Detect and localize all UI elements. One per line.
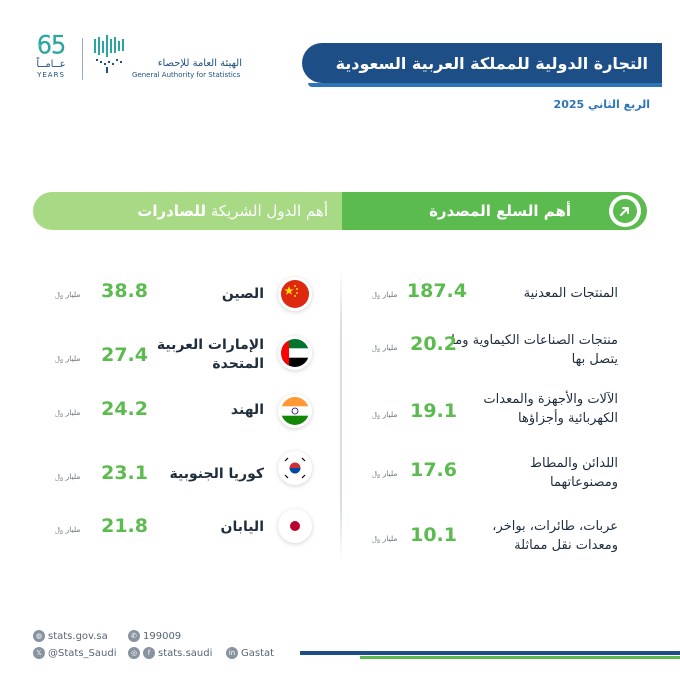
currency-unit: مليار ﷼ <box>55 472 81 481</box>
facebook-icon: f <box>143 647 155 659</box>
footer-social-text: stats.saudi <box>158 647 213 659</box>
linkedin-icon: in <box>226 647 238 659</box>
gastat-name-arabic: الهيئة العامة للإحصاء <box>157 58 242 69</box>
country-name: الهند <box>230 402 264 418</box>
currency-unit: مليار ﷼ <box>372 343 398 352</box>
period-label: الربع الثاني 2025 <box>553 98 650 111</box>
country-value: 38.8 <box>101 280 148 302</box>
globe-icon: ◍ <box>33 630 45 642</box>
instagram-icon: ◎ <box>128 647 140 659</box>
footer-phone-text: 199009 <box>143 630 182 642</box>
arrow-up-right-icon <box>609 195 641 227</box>
page-title: التجارة الدولية للمملكة العربية السعودية <box>335 53 648 73</box>
partners-header-title: أهم الدول الشريكة للصادرات <box>137 192 328 230</box>
goods-header-title: أهم السلع المصدرة <box>429 202 571 220</box>
goods-value: 20.2 <box>410 333 457 355</box>
currency-unit: مليار ﷼ <box>372 290 398 299</box>
goods-value: 187.4 <box>406 280 467 302</box>
currency-unit: مليار ﷼ <box>372 534 398 543</box>
x-twitter-icon: 𝕏 <box>33 647 45 659</box>
partners-header: أهم الدول الشريكة للصادرات <box>33 192 342 230</box>
footer-website-text: stats.gov.sa <box>48 630 108 642</box>
country-name: كوريا الجنوبية <box>169 466 264 482</box>
uae-flag-icon <box>281 339 309 367</box>
gastat-logo-icon <box>94 35 124 73</box>
title-banner: التجارة الدولية للمملكة العربية السعودية <box>302 43 662 87</box>
currency-unit: مليار ﷼ <box>55 525 81 534</box>
goods-label: منتجات الصناعات الكيماوية وما يتصل بها <box>451 333 618 367</box>
phone-icon: ✆ <box>128 630 140 642</box>
gastat-name-english: General Authority for Statistics <box>132 71 241 79</box>
country-name: الصين <box>221 286 264 302</box>
logo-divider <box>82 38 83 80</box>
country-value: 24.2 <box>101 398 148 420</box>
goods-label: الآلات والأجهزة والمعدات الكهربائية وأجز… <box>483 392 618 426</box>
footer-social[interactable]: ◎ f stats.saudi <box>128 647 212 659</box>
currency-unit: مليار ﷼ <box>55 354 81 363</box>
currency-unit: مليار ﷼ <box>55 290 81 299</box>
south-korea-flag-icon <box>281 454 309 482</box>
country-name: الإمارات العربية المتحدة <box>156 337 264 372</box>
column-divider <box>340 268 342 564</box>
logo-65-number: 65 <box>36 31 67 59</box>
china-flag-icon <box>281 280 309 308</box>
currency-unit: مليار ﷼ <box>55 408 81 417</box>
partners-header-prefix: أهم الدول الشريكة <box>210 202 328 220</box>
goods-label: عربات، طائرات، بواخر، ومعدات نقل مماثلة <box>492 519 618 553</box>
65-years-logo: 65 عــامــاً YEARS <box>30 31 72 80</box>
logo-65-arabic: عــامــاً <box>36 59 66 70</box>
currency-unit: مليار ﷼ <box>372 469 398 478</box>
japan-flag-icon <box>281 512 309 540</box>
country-value: 27.4 <box>101 344 148 366</box>
partners-header-bold: للصادرات <box>137 202 206 220</box>
goods-label: اللدائن والمطاط ومصنوعاتهما <box>530 456 618 490</box>
section-header-bar: أهم الدول الشريكة للصادرات أهم السلع الم… <box>33 192 647 230</box>
footer-linkedin-text: Gastat <box>241 647 275 659</box>
country-name: اليابان <box>220 519 265 535</box>
country-value: 21.8 <box>101 515 148 537</box>
logo-65-english: YEARS <box>37 71 65 79</box>
footer-phone[interactable]: ✆ 199009 <box>128 630 181 642</box>
footer-accent-green <box>360 656 680 659</box>
footer-accent-navy <box>300 651 680 655</box>
footer-website[interactable]: ◍ stats.gov.sa <box>33 630 108 642</box>
currency-unit: مليار ﷼ <box>372 410 398 419</box>
footer-twitter-text: @Stats_Saudi <box>48 647 117 659</box>
footer-twitter[interactable]: 𝕏 @Stats_Saudi <box>33 647 116 659</box>
gastat-name: الهيئة العامة للإحصاء General Authority … <box>132 58 242 80</box>
goods-value: 10.1 <box>410 524 457 546</box>
goods-label: المنتجات المعدنية <box>523 286 618 301</box>
country-value: 23.1 <box>101 462 148 484</box>
india-flag-icon <box>281 397 309 425</box>
goods-value: 19.1 <box>410 400 457 422</box>
goods-header: أهم السلع المصدرة <box>342 192 647 230</box>
goods-value: 17.6 <box>410 459 457 481</box>
footer-linkedin[interactable]: in Gastat <box>226 647 274 659</box>
